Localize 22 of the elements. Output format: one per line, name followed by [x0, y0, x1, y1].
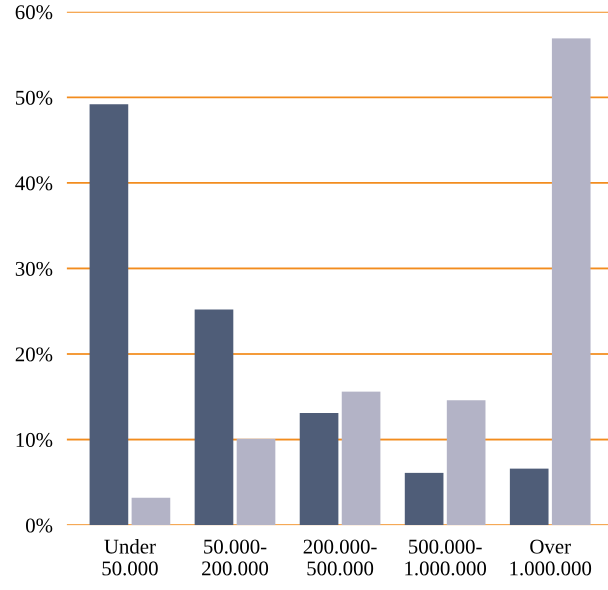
bar: [194, 310, 234, 526]
bar: [552, 38, 591, 526]
x-tick-label: 50.000- 200.000: [202, 540, 268, 576]
y-tick-label: 0%: [26, 518, 52, 533]
bar: [132, 498, 170, 526]
x-tick-label: Over 1.000.000: [510, 540, 592, 576]
y-tick-label: 20%: [16, 347, 52, 362]
bar: [404, 472, 444, 526]
y-tick-label: 40%: [15, 176, 52, 190]
bar: [236, 438, 276, 526]
bar: [342, 392, 380, 526]
bar: [446, 400, 486, 526]
bar: [510, 468, 549, 526]
x-tick-label: 500.000- 1.000.000: [405, 540, 486, 576]
x-tick-label: Under 50.000: [102, 538, 158, 576]
y-tick-label: 50%: [16, 90, 52, 105]
y-tick-label: 10%: [16, 432, 52, 448]
y-tick-label: 30%: [16, 262, 52, 276]
bar: [300, 413, 338, 526]
x-tick-label: 200.000- 500.000: [304, 540, 377, 576]
y-tick-label: 60%: [16, 5, 52, 20]
bar: [90, 104, 128, 526]
